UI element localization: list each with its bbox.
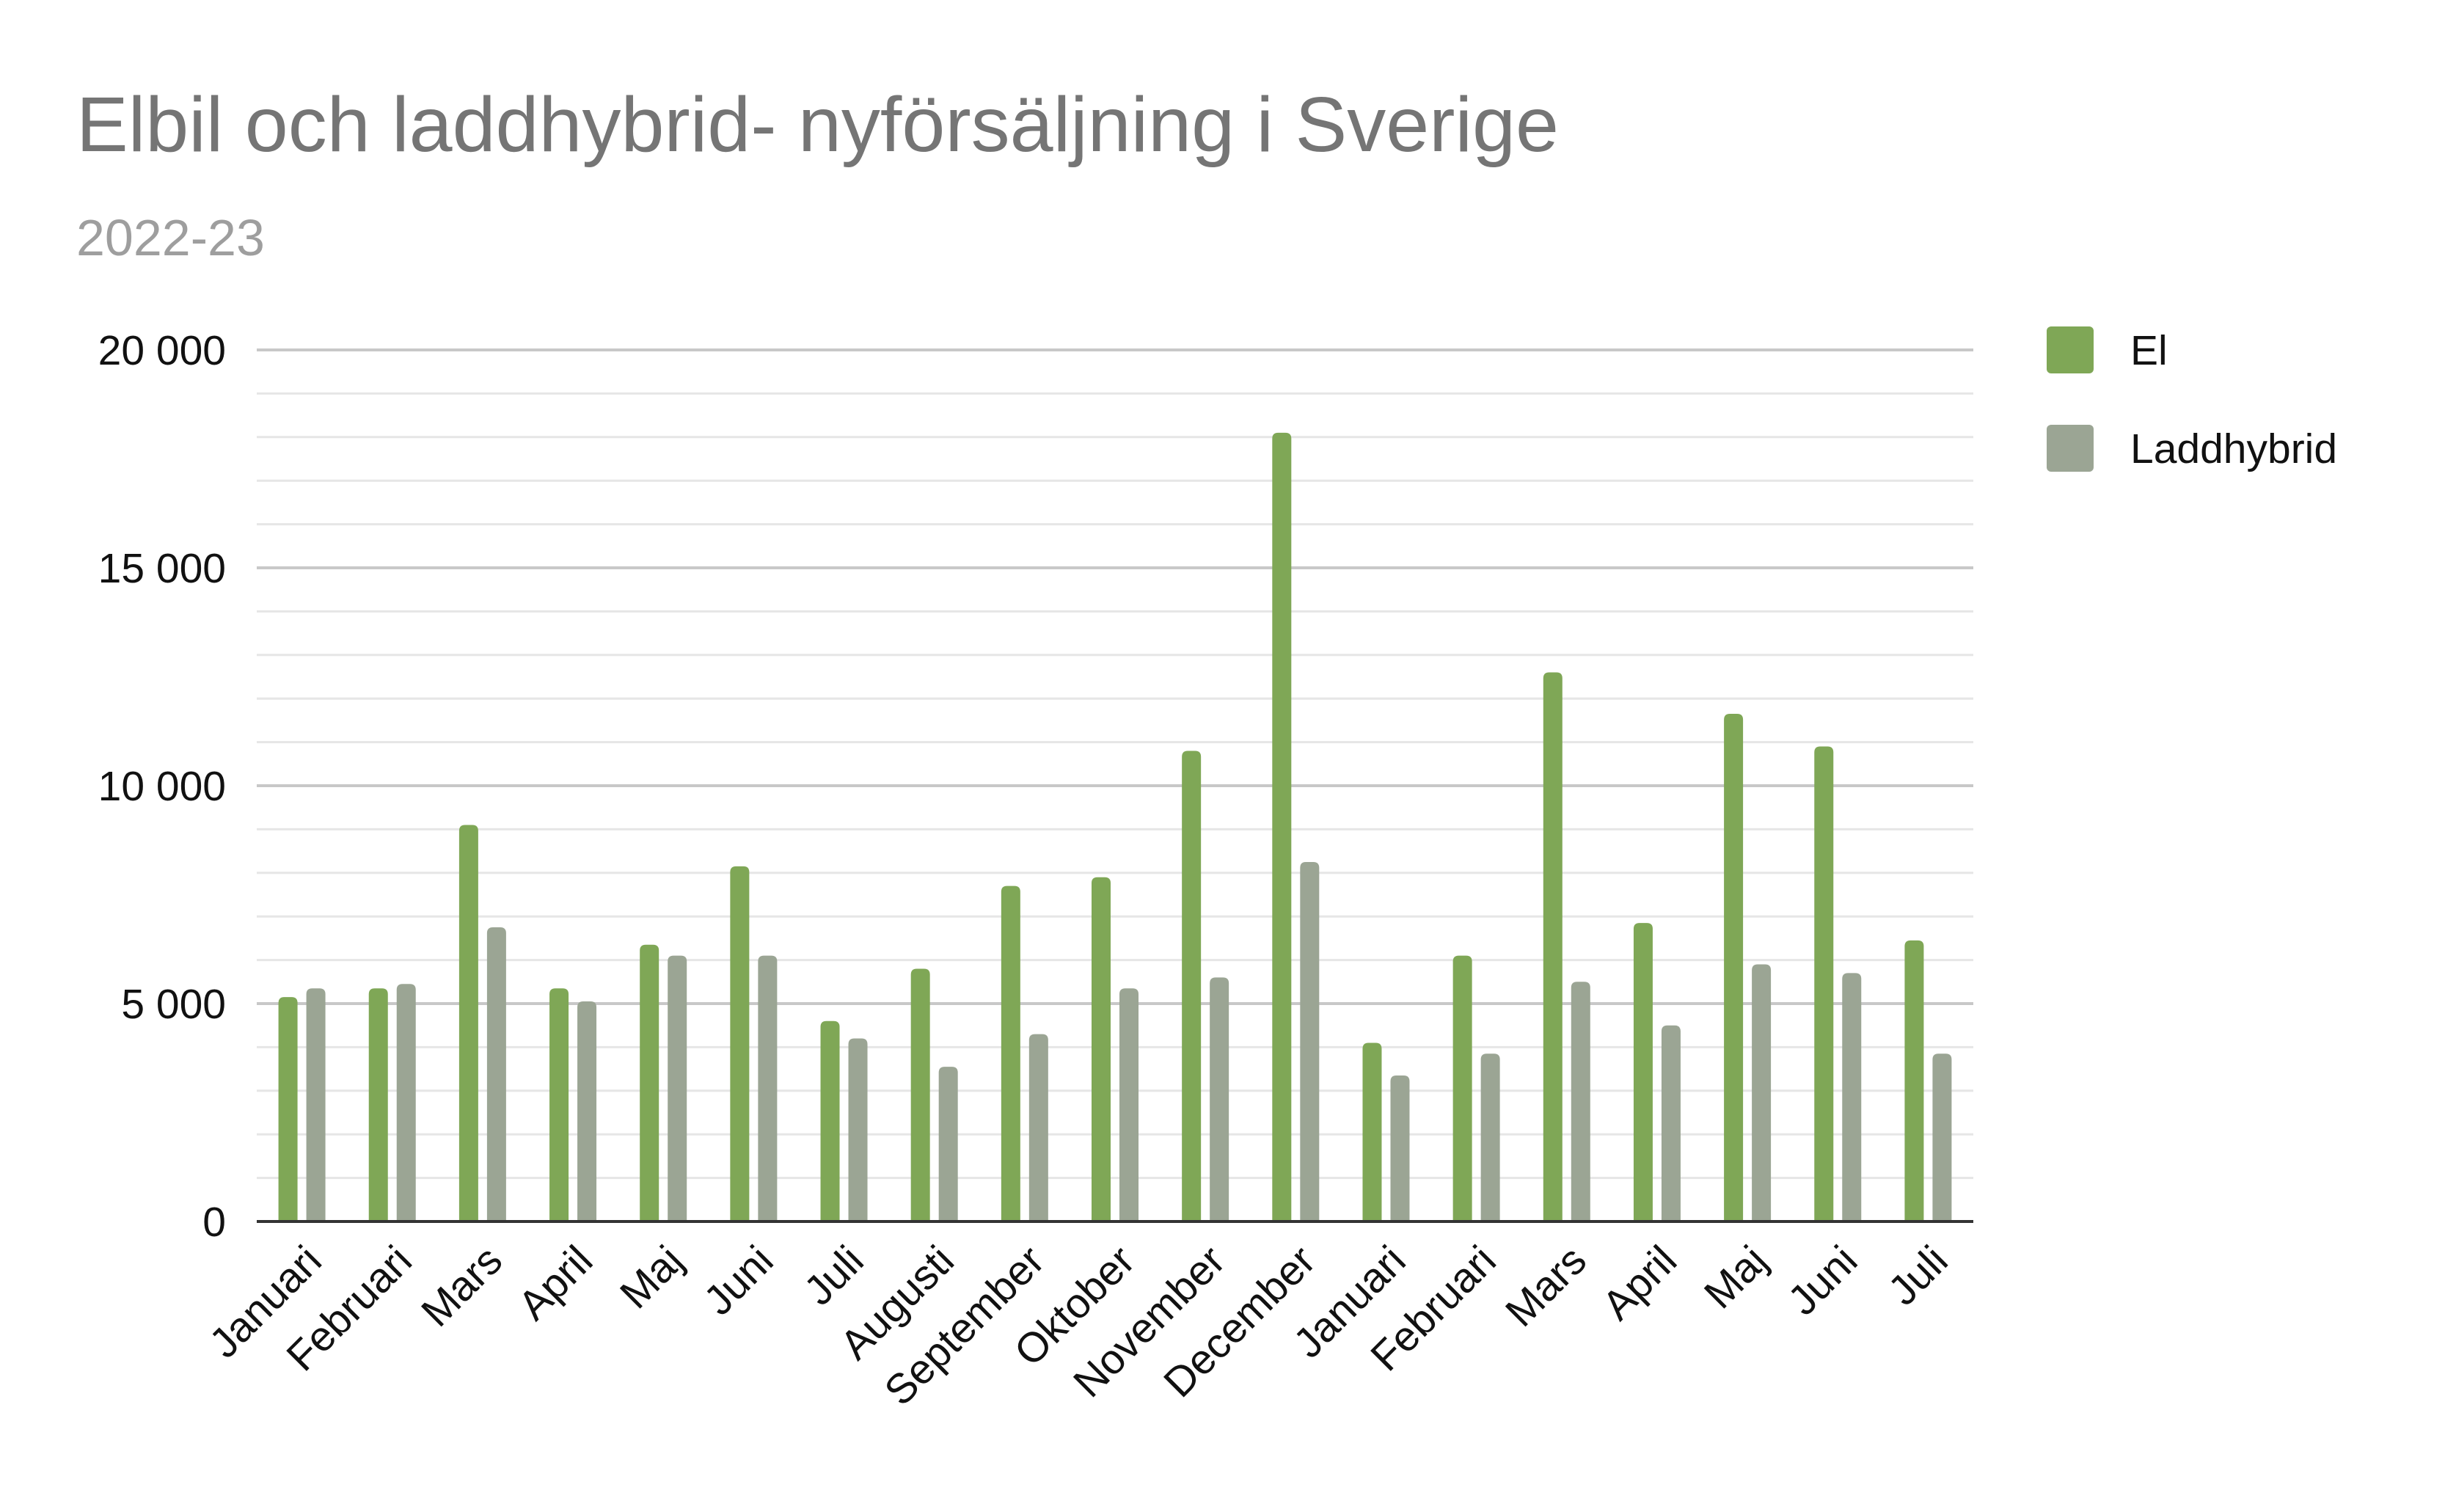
bar-el (1633, 923, 1653, 1221)
bar-el (1272, 432, 1292, 1221)
x-tick-label: Mars (1496, 1237, 1596, 1336)
bar-laddhybrid (1119, 988, 1139, 1221)
y-tick-label: 10 000 (98, 763, 226, 810)
legend-swatch (2047, 425, 2094, 472)
bar-el (910, 968, 930, 1221)
bar-laddhybrid (1028, 1034, 1048, 1221)
bar-el (1452, 955, 1472, 1221)
bar-laddhybrid (848, 1038, 868, 1221)
bar-el (1724, 713, 1744, 1221)
bar-laddhybrid (1752, 964, 1772, 1221)
bar-el (1362, 1042, 1382, 1221)
chart-subtitle: 2022-23 (76, 209, 265, 266)
bar-laddhybrid (1932, 1053, 1952, 1221)
bar-laddhybrid (577, 1001, 597, 1221)
legend-swatch (2047, 326, 2094, 373)
bar-laddhybrid (1571, 982, 1590, 1221)
bar-laddhybrid (396, 984, 416, 1221)
x-tick-label: Maj (611, 1237, 692, 1318)
bar-el (549, 988, 569, 1221)
y-tick-label: 5 000 (121, 981, 226, 1028)
x-tick-label: April (509, 1237, 602, 1329)
bar-el (1001, 885, 1020, 1221)
bar-el (1092, 877, 1111, 1221)
bar-laddhybrid (758, 955, 778, 1221)
x-tick-label: April (1593, 1237, 1686, 1329)
x-tick-label: Juli (795, 1237, 873, 1315)
bar-el (1543, 672, 1563, 1221)
bar-laddhybrid (1661, 1025, 1681, 1221)
bar-el (730, 866, 750, 1221)
bar-laddhybrid (668, 955, 687, 1221)
bars (278, 432, 1952, 1221)
bar-el (1814, 746, 1834, 1221)
y-tick-label: 15 000 (98, 545, 226, 592)
bar-el (368, 988, 388, 1221)
bar-laddhybrid (306, 988, 326, 1221)
y-tick-label: 20 000 (98, 327, 226, 374)
bar-laddhybrid (1480, 1053, 1500, 1221)
grid-lines (257, 348, 1973, 1180)
y-axis-ticks: 0 5 000 10 000 15 000 20 000 (98, 327, 226, 1246)
bar-laddhybrid (486, 927, 506, 1221)
legend-label: El (2130, 327, 2168, 374)
chart-title: Elbil och laddhybrid- nyförsäljning i Sv… (76, 81, 1559, 168)
bar-laddhybrid (938, 1067, 958, 1221)
bar-el (458, 825, 478, 1221)
bar-el (1904, 940, 1924, 1221)
bar-el (820, 1020, 840, 1221)
bar-laddhybrid (1300, 861, 1320, 1221)
x-tick-label: Juni (1779, 1237, 1866, 1324)
bar-laddhybrid (1390, 1075, 1410, 1221)
x-tick-label: Juli (1879, 1237, 1957, 1315)
legend-item-laddhybrid[interactable]: Laddhybrid (2047, 425, 2337, 472)
bar-el (1182, 750, 1202, 1221)
legend: El Laddhybrid (2047, 326, 2337, 472)
x-tick-label: Maj (1695, 1237, 1776, 1318)
x-tick-label: Mars (412, 1237, 511, 1336)
bar-laddhybrid (1210, 977, 1229, 1221)
y-tick-label: 0 (202, 1199, 226, 1246)
x-tick-label: Juni (695, 1237, 782, 1324)
bar-el (640, 944, 659, 1221)
bar-el (278, 997, 298, 1221)
legend-label: Laddhybrid (2130, 426, 2337, 472)
bar-laddhybrid (1842, 973, 1862, 1221)
legend-item-el[interactable]: El (2047, 326, 2168, 374)
